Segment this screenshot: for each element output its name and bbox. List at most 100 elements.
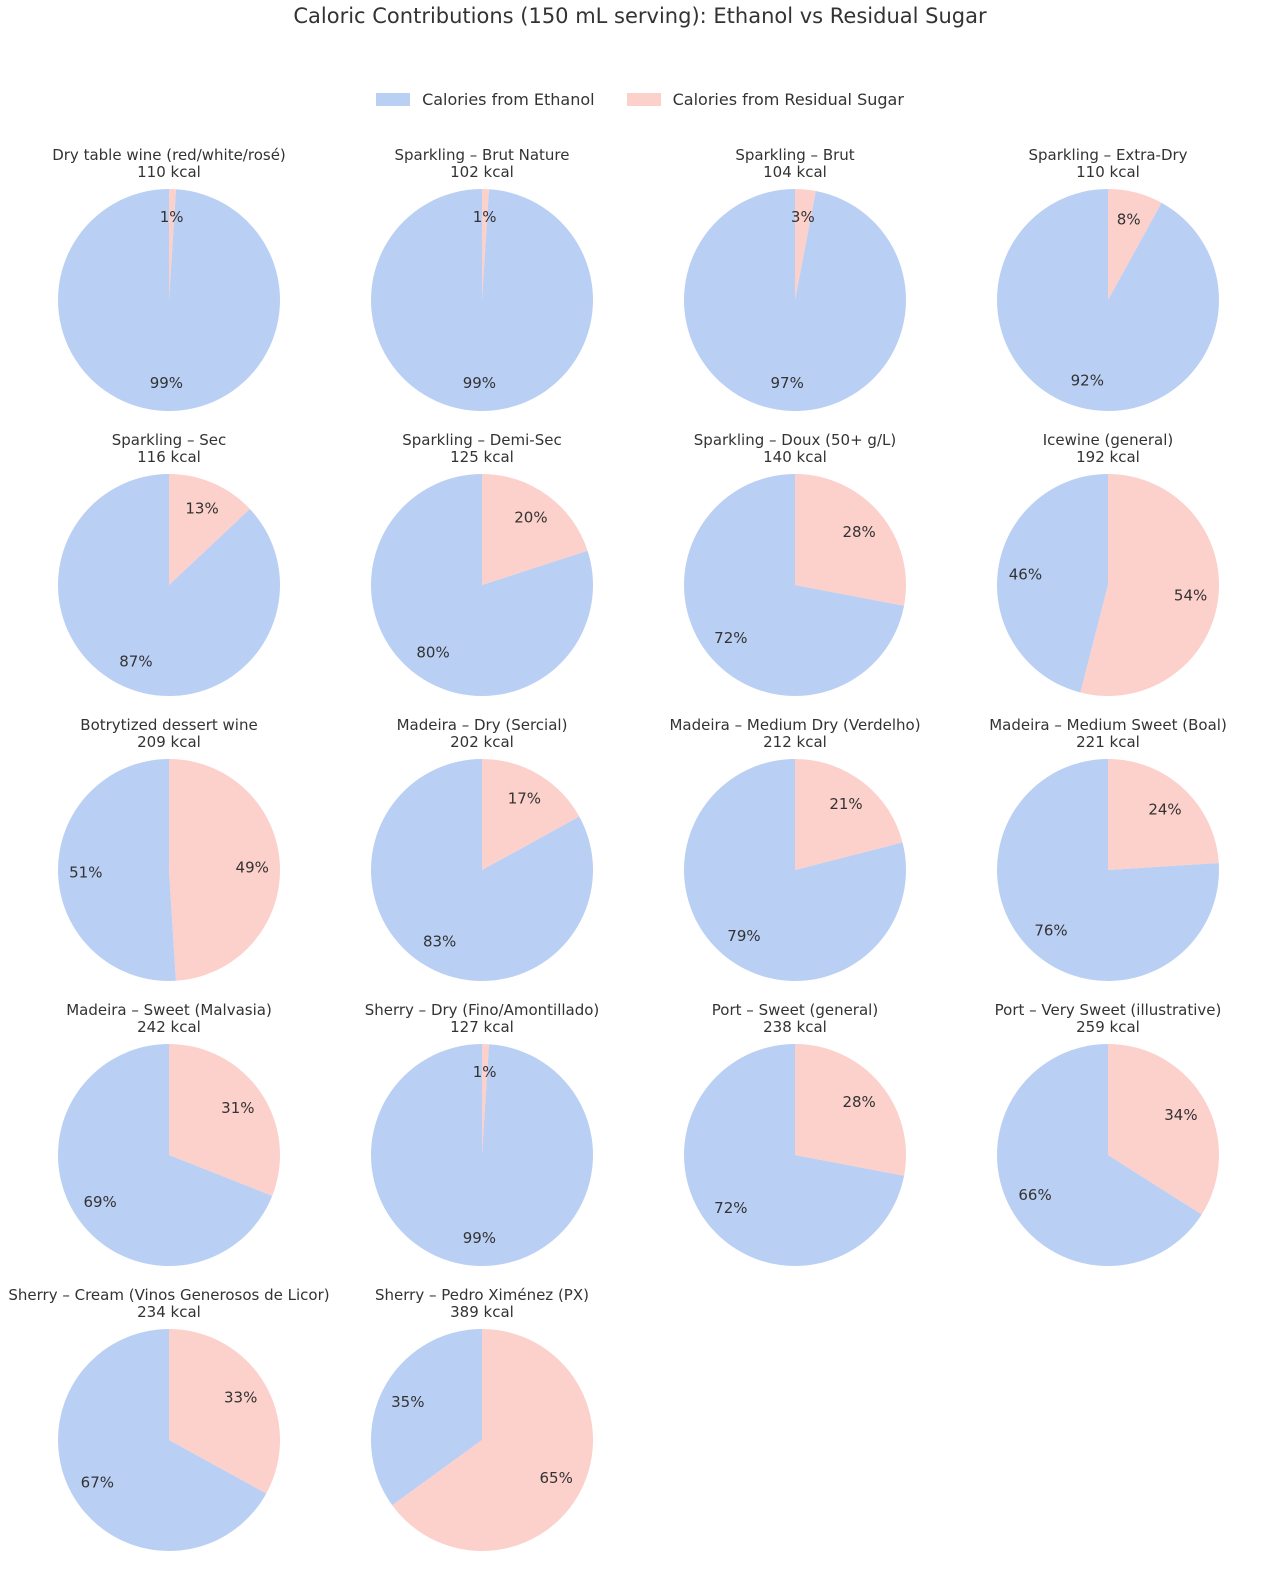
pie-slice-ethanol-sherry-dry-fino-amontillado: [371, 1044, 594, 1266]
pie-kcal-madeira-dry-sercial: 202 kcal: [450, 733, 514, 751]
pie-slice-sugar-madeira-medium-dry-verdelho: [795, 759, 903, 870]
pie-slice-sugar-sparkling-doux-50-g-l: [795, 474, 906, 606]
pie-slice-sugar-madeira-medium-sweet-boal: [1108, 759, 1219, 870]
pct-label-ethanol-madeira-sweet-malvasia: 69%: [83, 1193, 116, 1211]
pie-title-sparkling-brut: Sparkling – Brut: [735, 146, 854, 164]
legend-swatch-sugar: [626, 93, 661, 106]
chart-title: Caloric Contributions (150 mL serving): …: [293, 4, 987, 28]
pie-slice-ethanol-sparkling-brut-nature: [371, 189, 593, 412]
pie-slice-sugar-sparkling-sec: [169, 474, 250, 585]
pie-kcal-sherry-pedro-ximenez-px: 389 kcal: [450, 1303, 514, 1321]
pct-label-sugar-sparkling-demi-sec: 20%: [514, 509, 547, 527]
pie-kcal-sparkling-demi-sec: 125 kcal: [450, 448, 514, 466]
pie-slice-sugar-sparkling-demi-sec: [482, 474, 588, 585]
pct-label-ethanol-madeira-dry-sercial: 83%: [423, 933, 456, 951]
pct-label-ethanol-dry-table-wine-red-white-rose: 99%: [150, 374, 183, 392]
pie-title-sparkling-brut-nature: Sparkling – Brut Nature: [395, 146, 570, 164]
pie-title-sparkling-extra-dry: Sparkling – Extra-Dry: [1028, 146, 1187, 164]
pct-label-sugar-sparkling-sec: 13%: [185, 500, 218, 518]
pct-label-ethanol-sparkling-brut-nature: 99%: [463, 374, 496, 392]
pie-slice-sugar-sparkling-brut-nature: [482, 189, 489, 300]
pie-slice-ethanol-botrytized-dessert-wine: [58, 759, 176, 981]
pct-label-sugar-madeira-dry-sercial: 17%: [508, 789, 541, 807]
pct-label-sugar-madeira-sweet-malvasia: 31%: [221, 1099, 254, 1117]
pie-title-port-sweet-general: Port – Sweet (general): [712, 1001, 878, 1019]
pie-slice-sugar-dry-table-wine-red-white-rose: [169, 189, 176, 300]
pct-label-ethanol-sparkling-demi-sec: 80%: [416, 643, 449, 661]
legend-entry-ethanol: Calories from Ethanol: [376, 90, 595, 109]
pie-kcal-sherry-dry-fino-amontillado: 127 kcal: [450, 1018, 514, 1036]
pie-kcal-sparkling-brut: 104 kcal: [763, 163, 827, 181]
pie-kcal-icewine-general: 192 kcal: [1076, 448, 1140, 466]
pie-slice-ethanol-sparkling-extra-dry: [996, 189, 1219, 412]
pie-slice-sugar-sparkling-brut: [795, 189, 816, 300]
pct-label-sugar-sherry-dry-fino-amontillado: 1%: [473, 1063, 497, 1081]
pct-label-sugar-port-sweet-general: 28%: [842, 1093, 875, 1111]
pct-label-ethanol-sparkling-doux-50-g-l: 72%: [714, 629, 747, 647]
pie-kcal-sparkling-doux-50-g-l: 140 kcal: [763, 448, 827, 466]
pie-kcal-botrytized-dessert-wine: 209 kcal: [137, 733, 201, 751]
pie-kcal-port-sweet-general: 238 kcal: [763, 1018, 827, 1036]
pie-kcal-madeira-medium-dry-verdelho: 212 kcal: [763, 733, 827, 751]
pie-kcal-madeira-medium-sweet-boal: 221 kcal: [1076, 733, 1140, 751]
pie-title-sherry-cream-vinos-generosos-de-licor: Sherry – Cream (Vinos Generosos de Licor…: [8, 1286, 329, 1304]
pie-title-dry-table-wine-red-white-rose: Dry table wine (red/white/rosé): [52, 146, 286, 164]
pie-slice-sugar-port-very-sweet-illustrative: [1108, 1044, 1220, 1215]
pct-label-sugar-sparkling-brut: 3%: [791, 208, 815, 226]
pct-label-ethanol-icewine-general: 46%: [1009, 566, 1042, 584]
pie-title-madeira-medium-sweet-boal: Madeira – Medium Sweet (Boal): [989, 716, 1227, 734]
pct-label-ethanol-madeira-medium-sweet-boal: 76%: [1034, 922, 1067, 940]
pct-label-sugar-sherry-cream-vinos-generosos-de-licor: 33%: [224, 1389, 257, 1407]
pie-slice-ethanol-sparkling-doux-50-g-l: [684, 474, 905, 696]
pct-label-sugar-sparkling-doux-50-g-l: 28%: [842, 523, 875, 541]
pct-label-sugar-madeira-medium-sweet-boal: 24%: [1148, 800, 1181, 818]
pie-slice-sugar-port-sweet-general: [795, 1044, 906, 1176]
pie-slice-ethanol-icewine-general: [996, 474, 1108, 693]
pct-label-sugar-icewine-general: 54%: [1174, 586, 1207, 604]
legend-swatch-ethanol: [376, 93, 411, 106]
pie-kcal-sparkling-extra-dry: 110 kcal: [1076, 163, 1140, 181]
pie-slice-sugar-sherry-dry-fino-amontillado: [482, 1044, 489, 1155]
pct-label-sugar-madeira-medium-dry-verdelho: 21%: [829, 795, 862, 813]
pct-label-ethanol-sherry-cream-vinos-generosos-de-licor: 67%: [81, 1473, 114, 1491]
pie-title-madeira-dry-sercial: Madeira – Dry (Sercial): [397, 716, 568, 734]
pie-slice-sugar-sherry-cream-vinos-generosos-de-licor: [169, 1329, 280, 1494]
pie-slice-ethanol-sherry-pedro-ximenez-px: [371, 1329, 482, 1506]
pct-label-ethanol-port-very-sweet-illustrative: 66%: [1018, 1186, 1051, 1204]
pie-title-madeira-sweet-malvasia: Madeira – Sweet (Malvasia): [66, 1001, 272, 1019]
pie-slice-sugar-icewine-general: [1080, 474, 1219, 696]
pie-title-sherry-dry-fino-amontillado: Sherry – Dry (Fino/Amontillado): [365, 1001, 600, 1019]
pie-title-sherry-pedro-ximenez-px: Sherry – Pedro Ximénez (PX): [375, 1286, 589, 1304]
pie-title-sparkling-sec: Sparkling – Sec: [112, 431, 227, 449]
pie-slice-sugar-madeira-sweet-malvasia: [169, 1044, 280, 1196]
pie-kcal-dry-table-wine-red-white-rose: 110 kcal: [137, 163, 201, 181]
pct-label-sugar-botrytized-dessert-wine: 49%: [236, 858, 269, 876]
pie-slice-sugar-botrytized-dessert-wine: [169, 759, 281, 981]
pct-label-ethanol-port-sweet-general: 72%: [714, 1199, 747, 1217]
pie-kcal-sherry-cream-vinos-generosos-de-licor: 234 kcal: [137, 1303, 201, 1321]
legend-entry-sugar: Calories from Residual Sugar: [626, 90, 904, 109]
pie-kcal-port-very-sweet-illustrative: 259 kcal: [1076, 1018, 1140, 1036]
pie-slice-sugar-sherry-pedro-ximenez-px: [392, 1329, 593, 1551]
pie-slice-ethanol-sherry-cream-vinos-generosos-de-licor: [57, 1329, 267, 1552]
pct-label-ethanol-botrytized-dessert-wine: 51%: [69, 864, 102, 882]
pct-label-ethanol-madeira-medium-dry-verdelho: 79%: [727, 927, 760, 945]
legend-label-ethanol: Calories from Ethanol: [422, 90, 595, 109]
pct-label-ethanol-sparkling-extra-dry: 92%: [1071, 372, 1104, 390]
pie-slice-sugar-sparkling-extra-dry: [1108, 189, 1162, 300]
pct-label-sugar-sparkling-brut-nature: 1%: [473, 208, 497, 226]
pie-slice-ethanol-port-sweet-general: [683, 1044, 905, 1267]
legend: Calories from Ethanol Calories from Resi…: [0, 90, 1280, 109]
pie-kcal-sparkling-sec: 116 kcal: [137, 448, 201, 466]
pct-label-sugar-sherry-pedro-ximenez-px: 65%: [540, 1469, 573, 1487]
pie-title-botrytized-dessert-wine: Botrytized dessert wine: [80, 716, 257, 734]
pie-kcal-madeira-sweet-malvasia: 242 kcal: [137, 1018, 201, 1036]
pie-slice-ethanol-madeira-sweet-malvasia: [57, 1044, 273, 1267]
pie-title-sparkling-doux-50-g-l: Sparkling – Doux (50+ g/L): [694, 431, 896, 449]
pct-label-ethanol-sherry-dry-fino-amontillado: 99%: [463, 1229, 496, 1247]
pct-label-ethanol-sparkling-brut: 97%: [770, 374, 803, 392]
pie-title-icewine-general: Icewine (general): [1043, 431, 1174, 449]
pct-label-ethanol-sparkling-sec: 87%: [119, 652, 152, 670]
pie-title-port-very-sweet-illustrative: Port – Very Sweet (illustrative): [995, 1001, 1222, 1019]
